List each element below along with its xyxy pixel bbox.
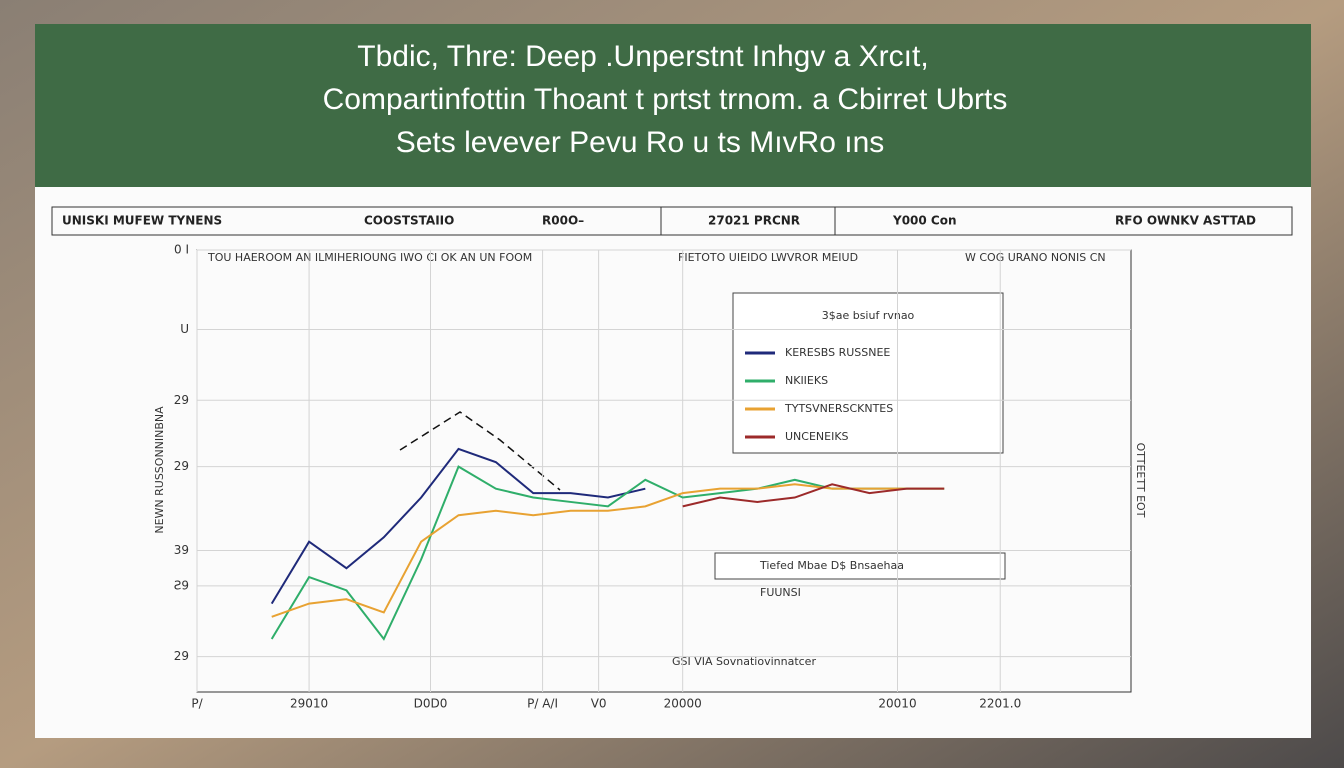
series-line [682,483,945,508]
legend-box [732,292,1004,454]
y2-axis-label: OTTEETT EOT [1134,443,1147,518]
note-box [714,552,1006,580]
header-cell: COOSTSTAIIO [364,214,454,228]
y-tick-label: 29 [174,393,189,407]
x-tick-label: P/ [191,697,203,711]
top-note: TOU HAEROOM AN ILMIHERIOUNG IWO CI OK AN… [207,251,532,264]
x-tick-label: 20010 [878,697,916,711]
header-cell: 27021 PRCNR [708,214,800,228]
x-tick-label: 2201.0 [979,697,1021,711]
legend-label: UNCENEIKS [785,430,849,443]
x-tick-label: V0 [591,697,607,711]
y-tick-label: U [180,322,189,336]
y-tick-label: 29 [174,649,189,663]
header-band [35,24,1311,187]
y-tick-label: 0 I [174,243,189,257]
x-tick-label: D0D0 [414,697,448,711]
y-tick-label: 29 [174,459,189,473]
legend-label: KERESBS RUSSNEE [785,346,890,359]
series-line [271,483,945,618]
x-tick-label: P/ A/I [527,697,558,711]
title-line: Compartinfottin Thoant t prtst trnom. a … [323,83,1008,116]
header-row [51,206,1293,236]
y-axis-label: NEWN RUSSONNINBNA [153,406,166,534]
bottom-note: GSI VIA Sovnatiovinnatcer [672,655,816,668]
header-cell: UNISKI MUFEW TYNENS [62,214,222,228]
legend-label: TYTSVNERSCKNTES [784,402,893,415]
title-line: Tbdic, Thre: Deep .Unperstnt Inhgv a Xrc… [357,40,928,73]
header-cell: Y000 Con [892,214,957,228]
note-text: FUUNSI [760,586,801,599]
top-note: W COG URANO NONIS CN [965,251,1106,264]
legend-title: 3$ae bsiuf rvnao [822,309,915,322]
content-panel [35,187,1311,738]
y-tick-label: Ƨ9 [174,578,189,592]
y-tick-label: 39 [174,543,189,557]
annotation-line [399,411,561,491]
series-line [270,447,646,605]
legend-label: NKIIEKS [785,374,828,387]
header-cell: R00O– [542,214,584,228]
note-text: Tiefed Mbae D$ Bnsaehaa [759,559,904,572]
top-note: FIETOTO UIEIDO LWVROR MEIUD [678,251,858,264]
x-tick-label: 20000 [664,697,702,711]
title-line: Sets levever Pevu Ro u ts MıvRo ıns [396,126,885,159]
x-tick-label: 29010 [290,697,328,711]
header-cell: RFO OWNKV ASTTAD [1115,214,1256,228]
